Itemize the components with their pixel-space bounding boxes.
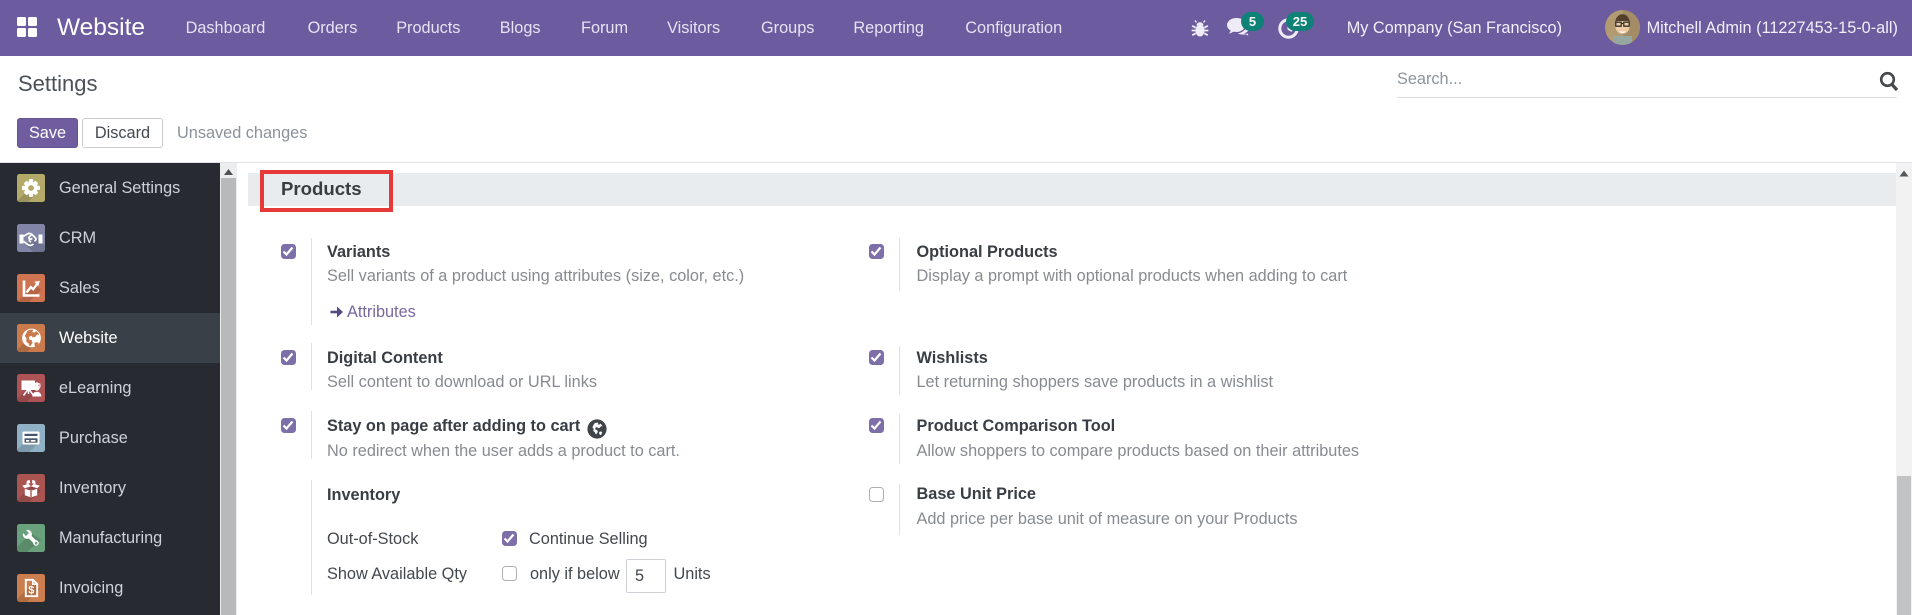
svg-text:$: $ bbox=[28, 585, 34, 597]
